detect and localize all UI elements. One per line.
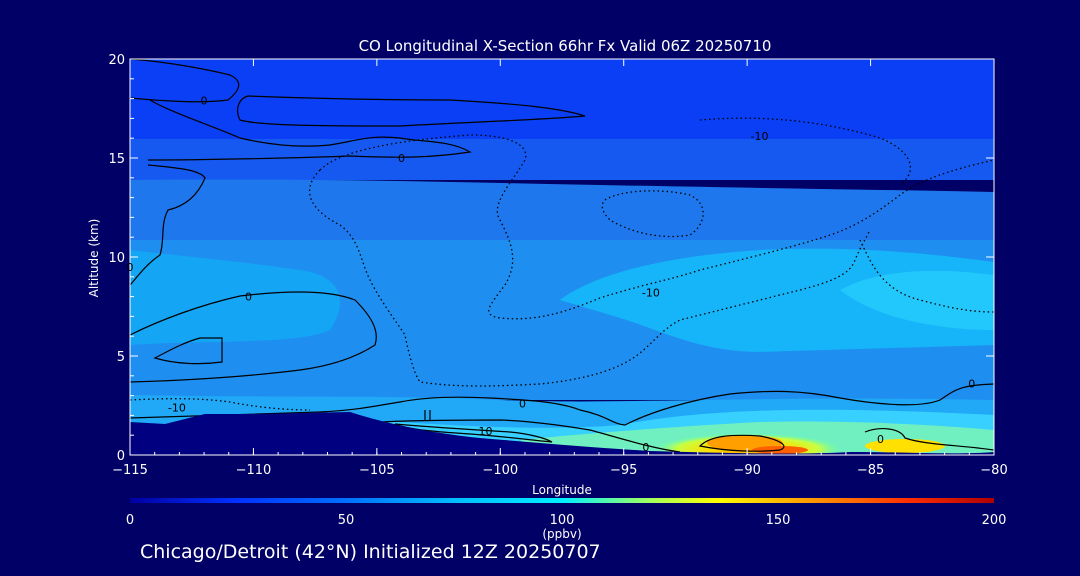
y-tick-label: 20 — [108, 53, 125, 68]
y-axis-label: Altitude (km) — [87, 219, 101, 298]
contour-line — [864, 428, 994, 451]
contour-line — [601, 190, 704, 238]
y-tick-label: 10 — [108, 251, 125, 266]
contours-solid — [130, 59, 994, 453]
fill-band — [560, 248, 994, 352]
contour-label: -10 — [751, 130, 769, 143]
contour-line — [153, 337, 223, 365]
contour-label: 0 — [398, 152, 405, 165]
x-tick-label: −115 — [112, 463, 148, 478]
contour-line — [319, 134, 994, 320]
fill-band — [130, 139, 994, 180]
contour-line — [424, 410, 431, 420]
terrain — [130, 412, 994, 455]
x-tick-label: −85 — [857, 463, 884, 478]
contour-line — [699, 117, 912, 186]
contour-line — [379, 419, 681, 453]
y-axis: 0 5 10 15 20 — [108, 53, 994, 464]
colorbar-unit-label: (ppbv) — [542, 527, 581, 541]
fill-band — [130, 179, 994, 240]
contour-line — [394, 423, 553, 443]
colorbar-tick-label: 150 — [766, 513, 791, 528]
contour-line — [130, 164, 206, 286]
x-tick-label: −105 — [359, 463, 395, 478]
contour-label: 0 — [642, 441, 649, 454]
colorbar-ticks: 0 50 100 150 200 — [126, 513, 1007, 528]
contour-label: 0 — [201, 95, 208, 108]
y-tick-label: 15 — [108, 152, 125, 167]
colorbar-tick-label: 50 — [338, 513, 355, 528]
contour-line — [147, 99, 472, 161]
colorbar — [130, 498, 994, 503]
contour-labels: 0 0 -10 0 0 -10 -10 0 10 0 0 0 — [127, 95, 976, 454]
contour-line — [130, 398, 311, 411]
contour-line — [236, 95, 586, 127]
contour-line — [130, 291, 377, 383]
contour-label: -10 — [168, 401, 186, 414]
fill-band — [840, 270, 994, 330]
fill-band — [130, 59, 994, 139]
contour-line — [130, 383, 994, 426]
contours-dotted — [130, 117, 994, 411]
contour-label: 0 — [245, 291, 252, 304]
x-tick-label: −100 — [482, 463, 518, 478]
y-tick-label: 0 — [117, 449, 125, 464]
x-tick-label: −110 — [236, 463, 272, 478]
contour-label: 0 — [519, 398, 526, 411]
colorbar-tick-label: 0 — [126, 513, 134, 528]
chart-title: CO Longitudinal X-Section 66hr Fx Valid … — [359, 37, 772, 55]
plot-area — [130, 59, 994, 455]
y-tick-label: 5 — [117, 350, 125, 365]
x-axis: −115 −110 −105 −100 −95 −90 −85 −80 — [112, 59, 1008, 478]
contour-label: 0 — [968, 378, 975, 391]
contour-label: 0 — [877, 433, 884, 446]
contour-label: 0 — [127, 261, 134, 274]
contour-line — [130, 59, 240, 103]
x-tick-label: −80 — [980, 463, 1007, 478]
footer-caption: Chicago/Detroit (42°N) Initialized 12Z 2… — [140, 541, 601, 563]
x-tick-label: −90 — [733, 463, 760, 478]
colorbar-tick-label: 200 — [982, 513, 1007, 528]
colorbar-tick-label: 100 — [550, 513, 575, 528]
contour-label: 10 — [478, 425, 492, 438]
contour-line — [698, 434, 785, 452]
x-axis-label: Longitude — [532, 483, 592, 497]
x-tick-label: −95 — [610, 463, 637, 478]
contour-label: -10 — [642, 287, 660, 300]
